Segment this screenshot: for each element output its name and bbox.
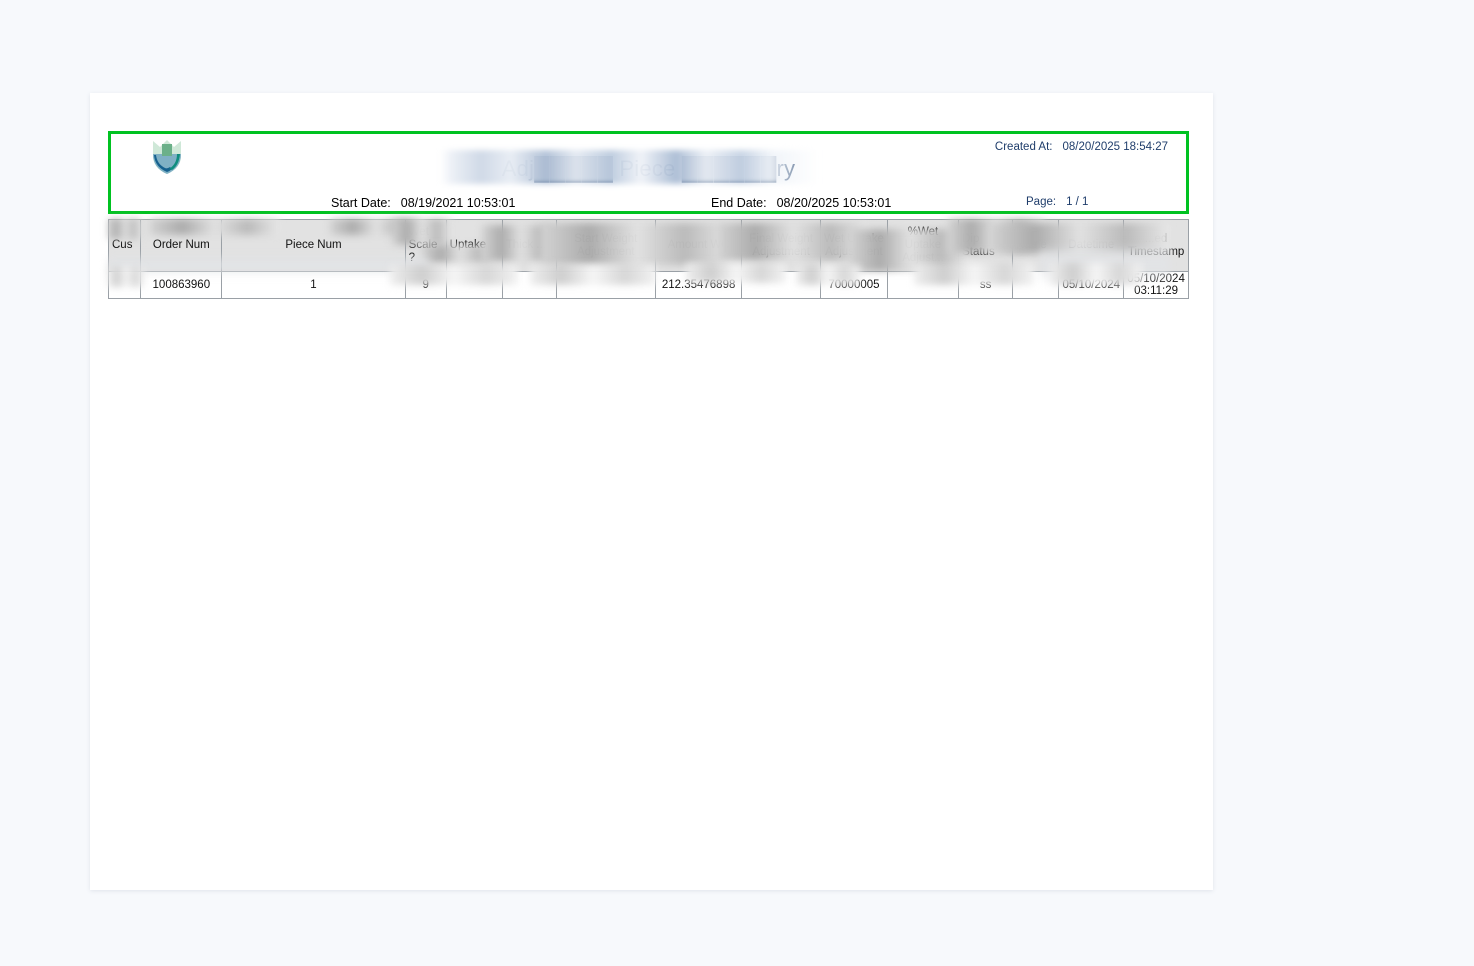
- report-header-box: Adj█████ Piece ██████ry Created At: 08/20…: [108, 131, 1189, 214]
- page-label: Page:: [1026, 196, 1057, 208]
- column-header-timestamp: ...ed Timestamp: [1123, 219, 1189, 272]
- shield-leaf-logo-icon: [153, 140, 181, 174]
- piece-summary-table: Cus Order Num Piece Num Wet Scale? Uptake Thi…: [107, 219, 1189, 299]
- column-header-wet_scale: Wet Scale?: [404, 219, 447, 272]
- page-value: 1 / 1: [1066, 196, 1089, 208]
- start-date: Start Date: 08/19/2021 10:53:01: [331, 196, 515, 210]
- cell-piece_num: 1: [221, 271, 406, 299]
- start-date-value: 08/19/2021 10:53:01: [400, 196, 516, 210]
- column-header-dip_status: Dip Status: [958, 219, 1014, 272]
- column-header-start_weight: Start Weight Adjustment: [555, 219, 656, 272]
- cell-cust: [107, 271, 142, 299]
- table-body: 100863960 1 9 212.35476898 70000005 ss 05/10/2…: [107, 271, 1189, 299]
- column-header-thick: Thick ...: [501, 219, 557, 272]
- page-number: Page: 1 / 1: [1026, 196, 1088, 208]
- table-header-row: Cus Order Num Piece Num Wet Scale? Uptake Thi…: [107, 219, 1189, 272]
- end-date-label: End Date:: [711, 196, 767, 210]
- column-header-datetime: Datetime: [1058, 219, 1125, 272]
- column-header-order_num: Order Num: [140, 219, 223, 272]
- table-head: Cus Order Num Piece Num Wet Scale? Uptake Thi…: [107, 219, 1189, 272]
- created-at: Created At: 08/20/2025 18:54:27: [995, 141, 1168, 153]
- page-title: Adj█████ Piece ██████ry: [501, 156, 796, 181]
- column-header-amount_wc: Amount WC: [654, 219, 743, 272]
- cell-timestamp: 05/10/2024 03:11:29: [1123, 271, 1189, 299]
- report-page-card: Adj█████ Piece ██████ry Created At: 08/20…: [90, 93, 1213, 890]
- column-header-piece_num: Piece Num: [221, 219, 406, 272]
- column-header-final_weight: Final Weight Adjustment: [741, 219, 821, 272]
- end-date: End Date: 08/20/2025 10:53:01: [711, 196, 891, 210]
- end-date-value: 08/20/2025 10:53:01: [776, 196, 892, 210]
- column-header-uptake: Uptake: [445, 219, 503, 272]
- cell-name: [1012, 271, 1060, 299]
- column-header-wet_uptake: Wet Uptake Adjustment: [820, 219, 888, 272]
- table-row: 100863960 1 9 212.35476898 70000005 ss 05/10/2…: [107, 271, 1189, 299]
- created-at-value: 08/20/2025 18:54:27: [1062, 141, 1168, 153]
- cell-thick: [501, 271, 557, 299]
- cell-dip_status: ss: [958, 271, 1014, 299]
- created-at-label: Created At:: [994, 141, 1053, 153]
- cell-amount_wc: 212.35476898: [654, 271, 743, 299]
- cell-wet_scale: 9: [404, 271, 447, 299]
- cell-order_num: 100863960: [140, 271, 223, 299]
- column-header-cust: Cus: [107, 219, 142, 272]
- cell-final_weight: [741, 271, 821, 299]
- cell-uptake: [445, 271, 503, 299]
- cell-pct_wet_uptake: [886, 271, 960, 299]
- column-header-name: Name: [1012, 219, 1060, 272]
- cell-start_weight: [555, 271, 656, 299]
- column-header-pct_wet_uptake: %Wet Uptake Adjust...: [886, 219, 960, 272]
- cell-wet_uptake: 70000005: [820, 271, 888, 299]
- cell-datetime: 05/10/2024: [1058, 271, 1125, 299]
- start-date-label: Start Date:: [331, 196, 391, 210]
